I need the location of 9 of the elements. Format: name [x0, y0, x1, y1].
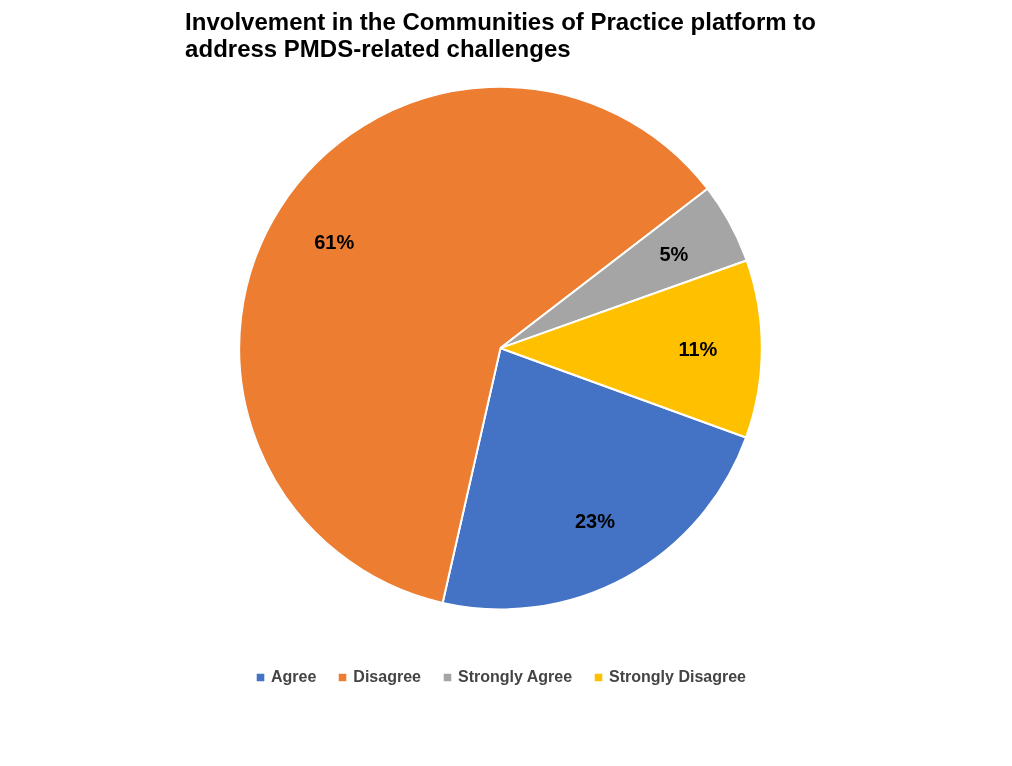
data-label: 5% [659, 242, 689, 265]
legend-label: Strongly Agree [457, 668, 573, 686]
data-label: 23% [574, 510, 616, 533]
data-label: 61% [314, 230, 355, 253]
data-label: 11% [678, 337, 718, 360]
chart-title: Involvement in the Communities of Practice platform to address PMDS-related challenges [185, 7, 816, 62]
legend-label: Disagree [353, 668, 421, 686]
legend-label: Strongly Disagree [609, 668, 746, 686]
legend-label: Agree [271, 668, 317, 686]
